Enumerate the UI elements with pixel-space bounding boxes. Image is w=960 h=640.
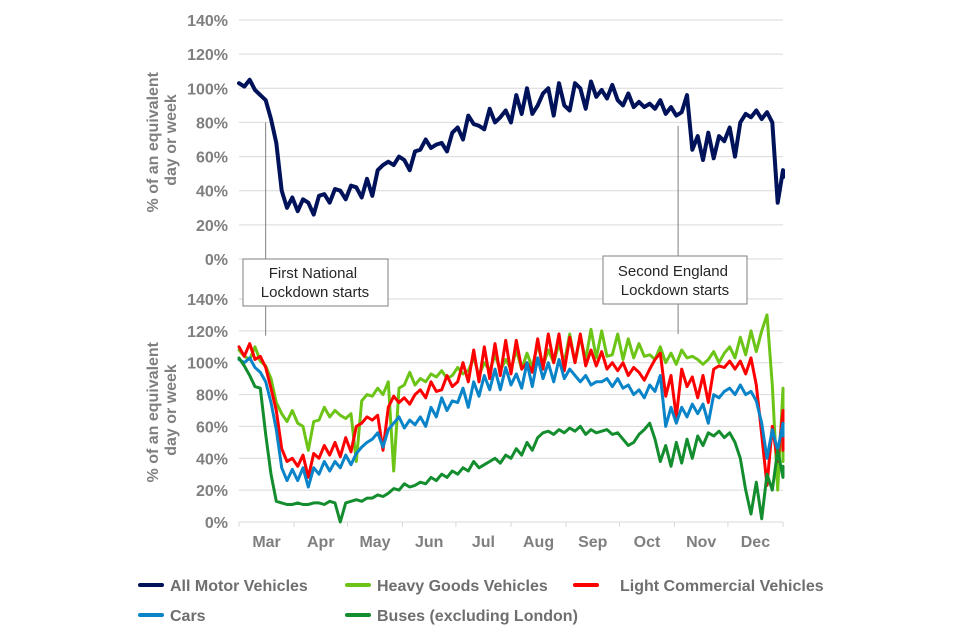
legend-label: Light Commercial Vehicles (620, 578, 824, 595)
legend: All Motor Vehicles Heavy Goods Vehicles Li… (138, 578, 824, 625)
top-y-tick-label: 100% (187, 81, 228, 98)
bottom-y-axis-title: % of an equivalent day or week (145, 338, 180, 483)
series-line-cars (237, 356, 785, 489)
legend-item-buses-excluding-london: Buses (excluding London) (345, 608, 578, 625)
bottom-y-tick-label: 80% (196, 388, 228, 405)
x-tick-label-may: May (359, 534, 390, 551)
annotation-second-lockdown-box (602, 255, 748, 305)
bottom-x-ticks: Mar Apr May Jun Jul Aug Sep Oct Nov Dec (238, 522, 784, 551)
annotation-second-lockdown-line1: Second England (618, 263, 728, 280)
legend-label: Cars (170, 608, 206, 625)
bottom-y-tick-label: 0% (205, 515, 228, 532)
x-tick-label-mar: Mar (252, 534, 280, 551)
top-y-axis-title-line2: day or week (163, 94, 180, 186)
annotation-first-lockdown-box (242, 258, 389, 307)
x-tick-label-jul: Jul (472, 534, 495, 551)
top-y-tick-label: 120% (187, 47, 228, 64)
top-series-lines (237, 77, 785, 217)
top-panel-all-motor-vehicles: 0% 20% 40% 60% 80% 100% 120% 140% % of an equiv… (145, 13, 785, 269)
bottom-panel-vehicle-types: 0% 20% 40% 60% 80% 100% 120% 140% Mar Apr May Jun J… (145, 292, 785, 551)
legend-label: Buses (excluding London) (377, 608, 578, 625)
x-tick-label-oct: Oct (634, 534, 661, 551)
x-tick-label-nov: Nov (686, 534, 716, 551)
top-y-tick-label: 40% (196, 184, 228, 201)
legend-label: All Motor Vehicles (170, 578, 308, 595)
x-tick-label-dec: Dec (741, 534, 770, 551)
bottom-y-axis-title-line1: % of an equivalent (145, 341, 162, 482)
legend-item-heavy-goods-vehicles: Heavy Goods Vehicles (345, 578, 548, 595)
legend-item-light-commercial-vehicles: Light Commercial Vehicles (573, 578, 824, 595)
bottom-y-tick-labels: 0% 20% 40% 60% 80% 100% 120% 140% (187, 292, 228, 532)
x-tick-label-jun: Jun (415, 534, 443, 551)
top-gridlines (239, 19, 783, 260)
bottom-y-tick-label: 100% (187, 356, 228, 373)
top-y-tick-label: 60% (196, 150, 228, 167)
bottom-y-axis-title-line2: day or week (163, 364, 180, 456)
series-line-heavy-goods-vehicles (237, 313, 785, 492)
series-line-all-motor-vehicles (237, 77, 785, 217)
bottom-gridlines (239, 298, 783, 523)
annotation-second-lockdown-line2: Lockdown starts (621, 282, 729, 299)
top-y-tick-label: 140% (187, 13, 228, 30)
annotation-first-lockdown-line2: Lockdown starts (261, 284, 369, 301)
x-tick-label-aug: Aug (523, 534, 554, 551)
legend-label: Heavy Goods Vehicles (377, 578, 548, 595)
top-y-tick-labels: 0% 20% 40% 60% 80% 100% 120% 140% (187, 13, 228, 269)
annotations: First National Lockdown starts Second En… (242, 122, 748, 336)
x-tick-label-apr: Apr (307, 534, 335, 551)
top-y-tick-label: 20% (196, 218, 228, 235)
annotation-first-lockdown-text: First National Lockdown starts (261, 265, 369, 301)
top-y-axis-title-line1: % of an equivalent (145, 71, 162, 212)
top-y-tick-label: 0% (205, 252, 228, 269)
annotation-first-lockdown-line1: First National (269, 265, 357, 282)
legend-item-all-motor-vehicles: All Motor Vehicles (138, 578, 308, 595)
bottom-y-tick-label: 140% (187, 292, 228, 309)
bottom-y-tick-label: 20% (196, 483, 228, 500)
bottom-y-tick-label: 120% (187, 324, 228, 341)
top-y-axis-title: % of an equivalent day or week (145, 68, 180, 213)
x-tick-label-sep: Sep (578, 534, 608, 551)
top-y-tick-label: 80% (196, 115, 228, 132)
series-line-buses-excluding-london (237, 356, 785, 524)
bottom-series-lines (237, 313, 785, 524)
bottom-y-tick-label: 40% (196, 451, 228, 468)
bottom-y-tick-label: 60% (196, 419, 228, 436)
legend-item-cars: Cars (138, 608, 206, 625)
annotation-second-lockdown-text: Second England Lockdown starts (618, 263, 732, 299)
series-line-light-commercial-vehicles (237, 332, 785, 487)
